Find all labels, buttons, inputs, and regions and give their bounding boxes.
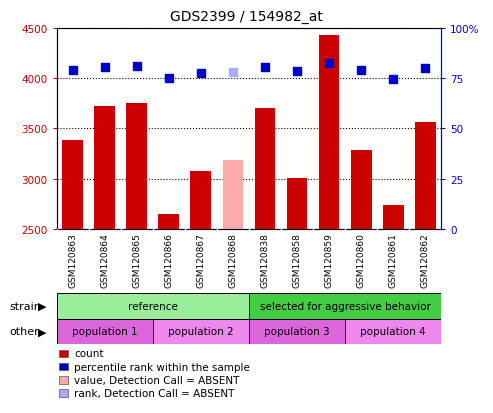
Text: population 3: population 3 [264,327,330,337]
Point [389,77,397,83]
Text: count: count [74,349,104,358]
Bar [57,319,153,344]
Text: GSM120865: GSM120865 [132,233,141,287]
Text: GSM120862: GSM120862 [421,233,430,287]
Point [293,69,301,75]
Bar [345,319,441,344]
Bar [286,178,308,229]
Bar [222,161,244,229]
Text: GSM120860: GSM120860 [356,233,366,287]
Bar [351,151,372,229]
Point [133,64,141,70]
Text: population 2: population 2 [168,327,234,337]
Text: GSM120838: GSM120838 [260,233,270,287]
Point [165,76,173,82]
Text: GSM120859: GSM120859 [324,233,334,287]
Text: reference: reference [128,301,178,311]
Bar [94,107,115,229]
Text: selected for aggressive behavior: selected for aggressive behavior [260,301,430,311]
Point [421,66,429,72]
Bar [249,319,345,344]
Text: GSM120858: GSM120858 [292,233,302,287]
Text: population 1: population 1 [72,327,138,337]
Text: percentile rank within the sample: percentile rank within the sample [74,362,250,372]
Text: other: other [10,327,39,337]
Point [325,61,333,67]
Text: strain: strain [10,301,42,311]
Text: value, Detection Call = ABSENT: value, Detection Call = ABSENT [74,375,239,385]
Point [229,70,237,76]
Bar [126,104,147,229]
Text: GSM120868: GSM120868 [228,233,238,287]
Point [101,65,108,71]
Text: GDS2399 / 154982_at: GDS2399 / 154982_at [170,10,323,24]
Text: ▶: ▶ [37,327,46,337]
Point [357,68,365,74]
Text: population 4: population 4 [360,327,426,337]
Bar [153,319,249,344]
Bar [158,214,179,229]
Bar [383,205,404,229]
Bar [190,171,211,229]
Point [69,68,77,74]
Text: GSM120866: GSM120866 [164,233,174,287]
Text: ▶: ▶ [37,301,46,311]
Text: GSM120863: GSM120863 [68,233,77,287]
Text: GSM120864: GSM120864 [100,233,109,287]
Bar [62,141,83,229]
Bar [57,293,249,319]
Text: GSM120867: GSM120867 [196,233,206,287]
Bar [249,293,441,319]
Text: rank, Detection Call = ABSENT: rank, Detection Call = ABSENT [74,388,234,398]
Text: GSM120861: GSM120861 [388,233,398,287]
Point [197,71,205,77]
Bar [415,123,436,229]
Bar [254,109,276,229]
Bar [318,36,340,229]
Point [261,65,269,71]
